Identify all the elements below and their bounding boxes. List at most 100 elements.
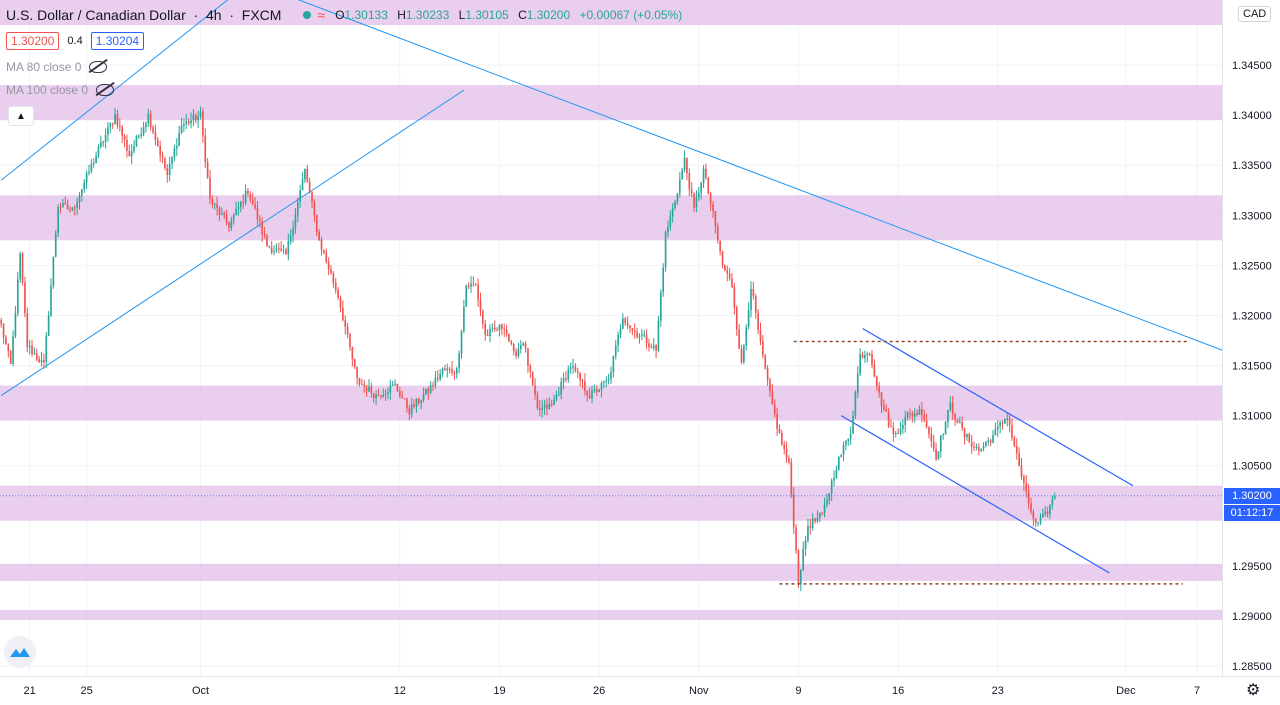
candle xyxy=(928,425,930,439)
candle-body xyxy=(100,142,102,147)
candle xyxy=(987,437,990,446)
candle xyxy=(254,197,256,211)
candle-body xyxy=(173,148,176,158)
candle-body xyxy=(811,518,814,529)
candle xyxy=(906,411,909,421)
candle-body xyxy=(593,389,596,391)
candle xyxy=(489,324,491,343)
candle xyxy=(579,372,581,387)
candle xyxy=(636,327,638,339)
candle-body xyxy=(109,123,112,128)
candle-body xyxy=(918,408,921,415)
symbol-title[interactable]: U.S. Dollar / Canadian Dollar · 4h · FXC… xyxy=(6,7,282,23)
y-tick-label: 1.33500 xyxy=(1232,160,1272,172)
candle xyxy=(334,278,337,294)
candle xyxy=(576,367,579,378)
candle xyxy=(759,322,762,346)
candle-body xyxy=(330,269,332,274)
candle-body xyxy=(211,198,214,205)
candle xyxy=(62,198,64,208)
candle xyxy=(567,365,570,383)
candle xyxy=(560,377,563,400)
gear-icon[interactable]: ⚙ xyxy=(1246,682,1261,699)
candle-body xyxy=(669,216,672,228)
candle xyxy=(947,409,949,428)
candle xyxy=(674,199,676,211)
candle xyxy=(586,390,589,402)
candle xyxy=(277,242,280,254)
candle xyxy=(847,438,850,446)
candle-body xyxy=(213,203,216,205)
candle-body xyxy=(534,385,536,395)
collapse-legend-button[interactable]: ▲ xyxy=(8,106,34,126)
candle-body xyxy=(833,478,835,481)
channel-line-upper xyxy=(862,327,1134,487)
candle xyxy=(197,110,199,129)
candle-body xyxy=(436,377,439,380)
interval-label[interactable]: 4h xyxy=(205,7,222,23)
candle xyxy=(890,419,892,428)
candle xyxy=(133,139,135,154)
candle xyxy=(1013,435,1016,448)
candle xyxy=(1032,509,1035,527)
candle-body xyxy=(707,177,710,194)
sell-button[interactable]: 1.30200 xyxy=(6,32,60,50)
candle-body xyxy=(66,204,69,210)
candle xyxy=(669,210,672,231)
candle xyxy=(311,191,313,208)
candle-body xyxy=(712,204,714,212)
candle-body xyxy=(1053,495,1056,499)
candle xyxy=(845,439,847,451)
hidden-eye-icon[interactable] xyxy=(96,84,115,96)
tradingview-logo[interactable] xyxy=(4,636,36,668)
candle xyxy=(425,388,427,396)
candle-body xyxy=(932,441,935,449)
candle xyxy=(1015,438,1018,460)
candle-body xyxy=(194,114,197,121)
candle-body xyxy=(980,448,982,451)
candle-body xyxy=(88,172,90,174)
candle xyxy=(797,549,800,588)
candle xyxy=(804,535,807,557)
candle-body xyxy=(370,386,373,394)
currency-button[interactable]: CAD xyxy=(1238,6,1272,22)
candle-body xyxy=(299,190,301,202)
candle-body xyxy=(130,151,133,157)
buy-button[interactable]: 1.30204 xyxy=(90,32,145,50)
candle-body xyxy=(190,120,192,124)
candle xyxy=(939,435,942,458)
candle-body xyxy=(735,307,738,330)
study-ma80[interactable]: MA 80 close 0 xyxy=(6,60,108,74)
candle-body xyxy=(538,408,541,411)
x-tick-label: Nov xyxy=(689,685,709,697)
candle-body xyxy=(64,203,67,205)
y-tick-label: 1.31000 xyxy=(1232,411,1272,423)
candle-body xyxy=(285,249,287,255)
candle-body xyxy=(1023,476,1025,483)
candle xyxy=(790,458,793,499)
candle-body xyxy=(425,388,427,395)
candle-body xyxy=(1039,517,1042,523)
candle-body xyxy=(90,163,93,173)
candle-body xyxy=(764,355,767,369)
candle xyxy=(745,324,748,351)
candle xyxy=(368,379,370,393)
study-ma100[interactable]: MA 100 close 0 xyxy=(6,83,115,97)
hidden-eye-icon[interactable] xyxy=(89,61,108,73)
candle-body xyxy=(667,227,669,233)
candle xyxy=(358,377,361,387)
candle xyxy=(588,387,591,399)
candle-body xyxy=(396,383,399,392)
candle-body xyxy=(992,435,994,443)
candle-body xyxy=(503,328,506,330)
candle-body xyxy=(1044,511,1047,515)
candle xyxy=(982,442,985,452)
ohlc-change: +0.00067 (+0.05%) xyxy=(579,8,683,22)
candle xyxy=(785,441,788,463)
candle xyxy=(95,151,97,164)
price-zone xyxy=(0,0,1222,26)
candle-body xyxy=(97,146,100,156)
